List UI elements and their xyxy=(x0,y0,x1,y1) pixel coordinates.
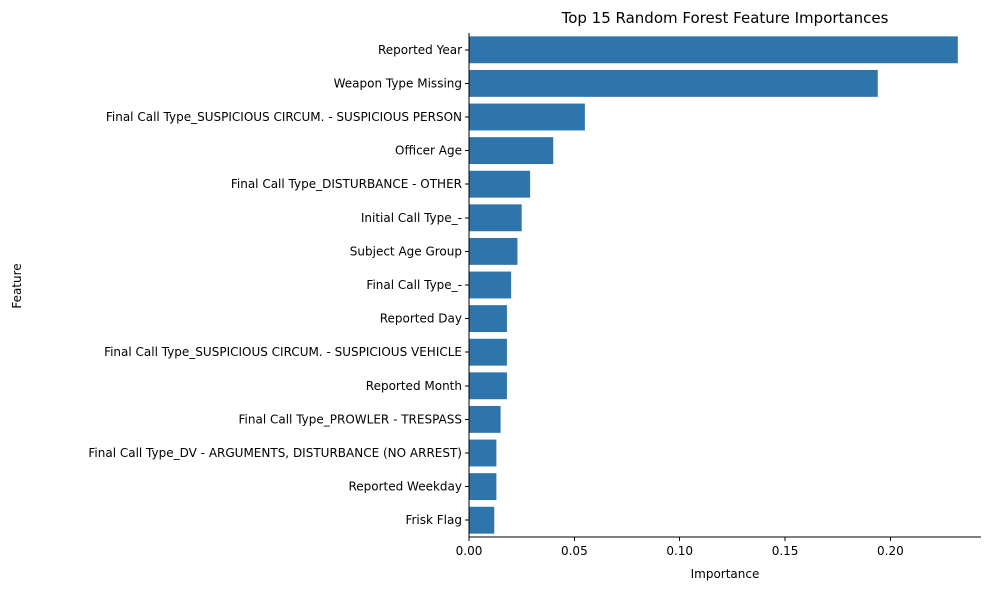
y-tick-label: Subject Age Group xyxy=(350,244,462,258)
bar-3 xyxy=(469,137,554,165)
y-axis-label: Feature xyxy=(10,263,24,308)
y-tick-label: Officer Age xyxy=(395,144,462,158)
y-tick-label: Reported Day xyxy=(380,312,462,326)
bar-10 xyxy=(469,372,507,400)
bars-layer xyxy=(469,36,958,534)
x-tick-label: 0.05 xyxy=(561,544,588,558)
bar-0 xyxy=(469,36,958,64)
x-tick-label: 0.20 xyxy=(877,544,904,558)
y-tick-label: Final Call Type_DV - ARGUMENTS, DISTURBA… xyxy=(88,446,462,460)
bar-7 xyxy=(469,271,512,299)
y-tick-label: Final Call Type_DISTURBANCE - OTHER xyxy=(231,177,462,191)
y-tick-label: Final Call Type_- xyxy=(366,278,462,292)
y-tick-label: Reported Weekday xyxy=(348,480,462,494)
y-axis-ticks: Reported Year Weapon Type Missing Final Ca… xyxy=(88,43,469,527)
x-axis-label: Importance xyxy=(691,567,760,581)
y-tick-label: Reported Month xyxy=(366,379,462,393)
y-tick-label: Initial Call Type_- xyxy=(361,211,462,225)
y-tick-label: Final Call Type_SUSPICIOUS CIRCUM. - SUS… xyxy=(106,110,462,124)
x-axis-ticks: 0.00 0.05 0.10 0.15 0.20 xyxy=(456,537,904,558)
bar-13 xyxy=(469,473,497,501)
y-tick-label: Final Call Type_SUSPICIOUS CIRCUM. - SUS… xyxy=(104,345,462,359)
x-tick-label: 0.10 xyxy=(666,544,693,558)
bar-6 xyxy=(469,237,518,265)
y-tick-label: Weapon Type Missing xyxy=(334,76,462,90)
bar-11 xyxy=(469,405,501,433)
bar-4 xyxy=(469,170,531,198)
x-tick-label: 0.15 xyxy=(772,544,799,558)
bar-1 xyxy=(469,69,878,97)
bar-2 xyxy=(469,103,585,131)
bar-5 xyxy=(469,204,522,232)
y-tick-label: Frisk Flag xyxy=(405,513,462,527)
y-tick-label: Reported Year xyxy=(378,43,462,57)
x-tick-label: 0.00 xyxy=(456,544,483,558)
y-tick-label: Final Call Type_PROWLER - TRESPASS xyxy=(239,412,462,426)
bar-14 xyxy=(469,506,495,534)
chart-title: Top 15 Random Forest Feature Importances xyxy=(561,9,889,27)
bar-12 xyxy=(469,439,497,467)
bar-8 xyxy=(469,305,507,333)
bar-9 xyxy=(469,338,507,366)
